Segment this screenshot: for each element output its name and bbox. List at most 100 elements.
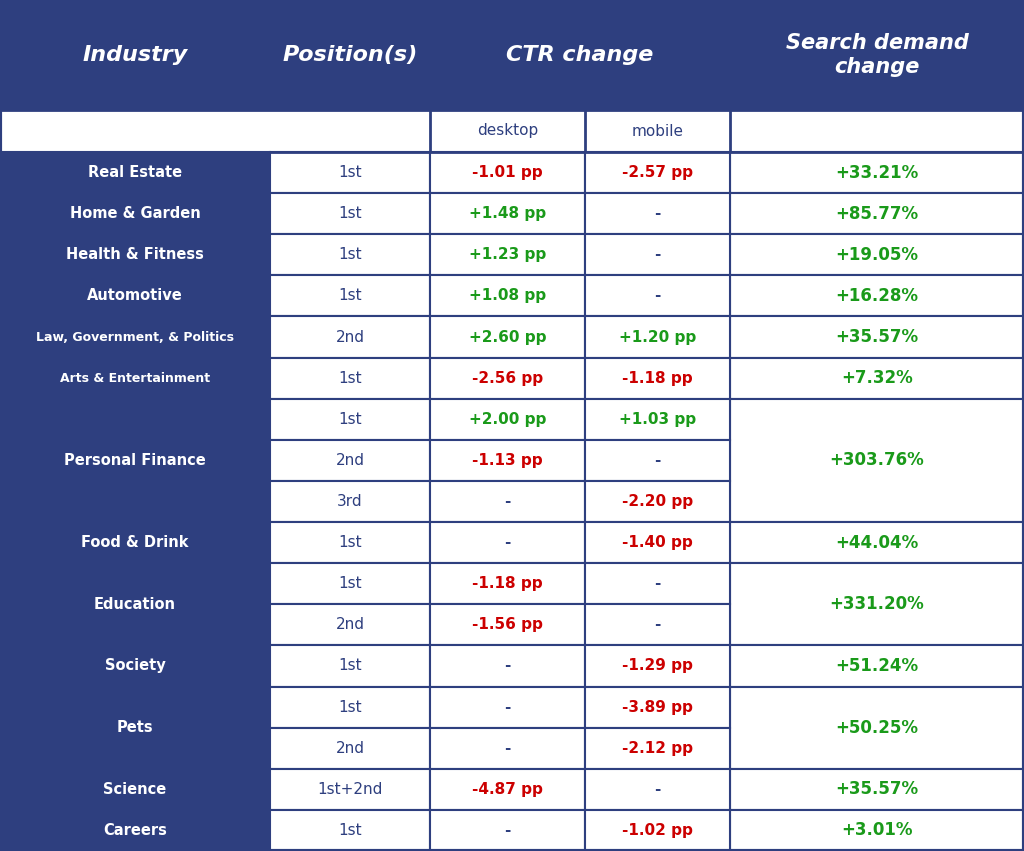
Bar [0,399,270,522]
Text: Pets: Pets [117,720,154,735]
Bar [270,234,430,276]
Text: +3.01%: +3.01% [842,821,912,839]
Bar [430,440,585,481]
Text: +331.20%: +331.20% [829,596,925,614]
Text: 1st: 1st [338,659,361,673]
Bar [270,810,430,851]
Text: 3rd: 3rd [337,494,362,509]
Bar [730,563,1024,645]
Text: -1.18 pp: -1.18 pp [623,371,693,386]
Text: -: - [654,248,660,262]
Bar [430,357,585,399]
Bar [430,193,585,234]
Text: Careers: Careers [103,823,167,838]
Bar [430,234,585,276]
Text: Society: Society [104,659,165,673]
Text: 1st: 1st [338,576,361,591]
Bar [430,399,585,440]
Bar [730,687,1024,768]
Bar [0,810,270,851]
Bar [585,645,730,687]
Text: 1st: 1st [338,165,361,180]
Bar [585,317,730,357]
Bar [270,768,430,810]
Bar [585,810,730,851]
Text: +85.77%: +85.77% [836,205,919,223]
Text: desktop: desktop [477,123,539,139]
Text: -: - [504,823,511,838]
Bar [730,276,1024,317]
Text: -: - [654,453,660,468]
Text: -: - [654,576,660,591]
Text: -1.13 pp: -1.13 pp [472,453,543,468]
Bar [585,728,730,768]
Text: +2.00 pp: +2.00 pp [469,412,546,426]
Text: Science: Science [103,782,167,797]
Text: Position(s): Position(s) [283,45,418,65]
Text: +44.04%: +44.04% [836,534,919,551]
Text: -1.29 pp: -1.29 pp [622,659,693,673]
Text: 1st: 1st [338,371,361,386]
Bar [270,357,430,399]
Text: -: - [504,535,511,550]
Text: 1st: 1st [338,412,361,426]
Text: -1.18 pp: -1.18 pp [472,576,543,591]
Text: 1st: 1st [338,700,361,715]
Bar [270,399,430,440]
Text: 2nd: 2nd [336,617,365,632]
Text: -1.02 pp: -1.02 pp [622,823,693,838]
Text: +1.08 pp: +1.08 pp [469,288,546,304]
Bar [430,687,585,728]
Text: -2.12 pp: -2.12 pp [622,740,693,756]
Bar [270,440,430,481]
Text: 2nd: 2nd [336,329,365,345]
Bar [730,152,1024,193]
Text: 2nd: 2nd [336,740,365,756]
Bar [430,481,585,522]
Bar [270,728,430,768]
Text: +51.24%: +51.24% [836,657,919,675]
Bar [585,276,730,317]
Bar [0,522,270,563]
Text: -: - [504,659,511,673]
Text: 1st+2nd: 1st+2nd [317,782,383,797]
Bar [0,276,270,317]
Bar [585,357,730,399]
Text: Personal Finance: Personal Finance [65,453,206,468]
Bar [730,399,1024,522]
Text: -2.57 pp: -2.57 pp [622,165,693,180]
Text: +35.57%: +35.57% [836,328,919,346]
Bar [0,645,270,687]
Text: 1st: 1st [338,248,361,262]
Text: Automotive: Automotive [87,288,183,304]
Text: -: - [654,617,660,632]
Text: 1st: 1st [338,288,361,304]
Bar [730,810,1024,851]
Text: CTR change: CTR change [506,45,653,65]
Bar [730,768,1024,810]
Bar [0,234,270,276]
Text: +1.03 pp: +1.03 pp [618,412,696,426]
Text: +1.23 pp: +1.23 pp [469,248,546,262]
Bar [270,645,430,687]
Text: 1st: 1st [338,206,361,221]
Bar [0,563,270,645]
Bar [585,234,730,276]
Bar [730,234,1024,276]
Text: Search demand
change: Search demand change [785,32,969,77]
Bar [585,481,730,522]
Bar [0,357,270,399]
Bar [585,440,730,481]
Bar [430,728,585,768]
Text: -2.56 pp: -2.56 pp [472,371,543,386]
Bar [730,317,1024,357]
Text: Arts & Entertainment: Arts & Entertainment [60,372,210,385]
Text: -1.40 pp: -1.40 pp [623,535,693,550]
Bar [0,687,270,768]
Text: -4.87 pp: -4.87 pp [472,782,543,797]
Bar [0,317,270,357]
Bar [270,604,430,645]
Bar [730,357,1024,399]
Text: +16.28%: +16.28% [836,287,919,305]
Text: -: - [504,494,511,509]
